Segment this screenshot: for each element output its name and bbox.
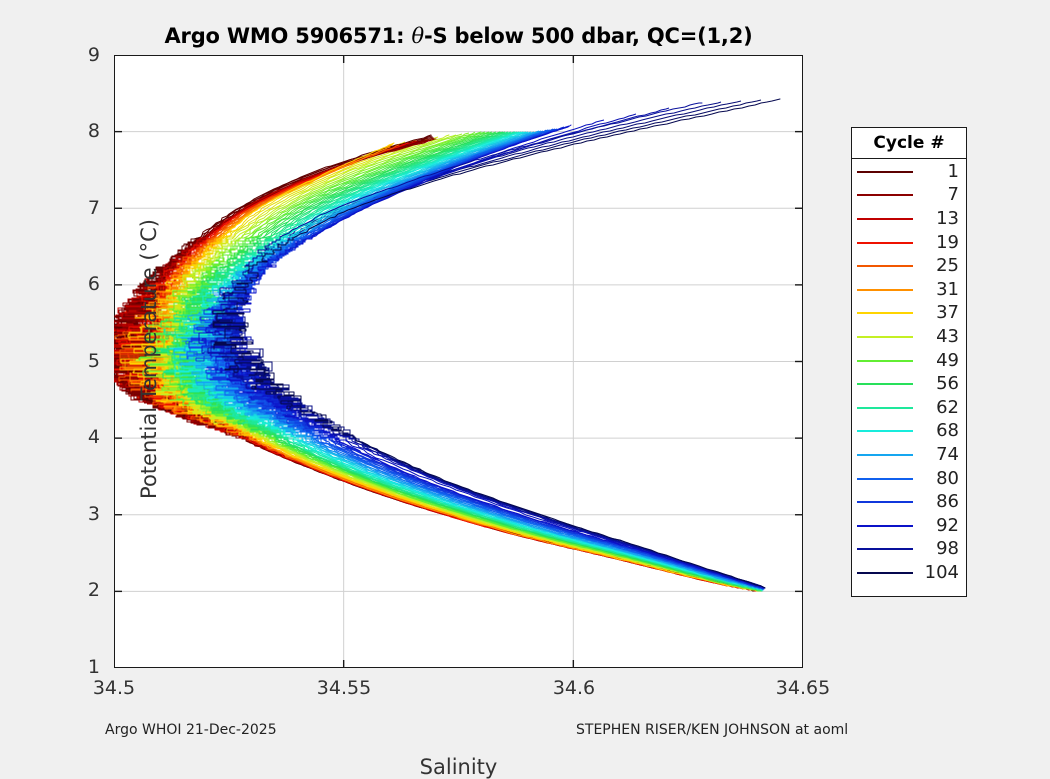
legend-color-swatch xyxy=(857,477,913,480)
xtick-34-65: 34.65 xyxy=(775,677,831,699)
legend-item-cycle-86[interactable]: 86 xyxy=(852,490,966,514)
ytick-5: 5 xyxy=(87,350,100,372)
legend-color-swatch xyxy=(857,312,913,315)
legend-color-swatch xyxy=(857,288,913,291)
ytick-2: 2 xyxy=(87,579,100,601)
legend-items: 1 7 13 19 25 31 37 43 49 56 62 68 74 80 86 92 98 104 xyxy=(852,159,966,585)
xtick-34-55: 34.55 xyxy=(316,677,372,699)
legend-item-cycle-13[interactable]: 13 xyxy=(852,207,966,231)
axis-ticks xyxy=(114,55,803,668)
profile-line xyxy=(138,131,762,592)
legend-item-cycle-74[interactable]: 74 xyxy=(852,443,966,467)
legend-label: 25 xyxy=(936,255,959,277)
profile-line xyxy=(114,144,760,592)
theta-symbol: θ xyxy=(411,24,424,48)
legend-color-swatch xyxy=(857,359,913,362)
legend-label: 92 xyxy=(936,514,959,536)
legend-color-swatch xyxy=(857,265,913,268)
legend-item-cycle-62[interactable]: 62 xyxy=(852,396,966,420)
profile-line xyxy=(183,130,764,591)
xtick-34-60: 34.6 xyxy=(552,677,596,699)
legend-label: 37 xyxy=(936,302,959,324)
plot-axes: 9 8 7 6 5 4 3 2 1 34.5 34.55 34.6 34.65 … xyxy=(88,46,830,779)
legend-item-cycle-98[interactable]: 98 xyxy=(852,538,966,562)
profile-line xyxy=(188,128,765,590)
legend-color-swatch xyxy=(857,571,913,574)
ytick-8: 8 xyxy=(87,120,100,142)
profile-curves xyxy=(114,98,781,592)
legend-color-swatch xyxy=(857,406,913,409)
legend-item-cycle-25[interactable]: 25 xyxy=(852,254,966,278)
profile-line xyxy=(212,98,781,589)
legend-title: Cycle # xyxy=(852,128,966,159)
legend-color-swatch xyxy=(857,194,913,197)
legend-item-cycle-68[interactable]: 68 xyxy=(852,420,966,444)
legend-item-cycle-104[interactable]: 104 xyxy=(852,561,966,585)
theta-s-scatter-lines xyxy=(114,55,803,668)
legend-label: 7 xyxy=(947,184,959,206)
ytick-7: 7 xyxy=(87,197,100,219)
profile-line xyxy=(198,124,765,589)
legend-item-cycle-43[interactable]: 43 xyxy=(852,325,966,349)
legend-color-swatch xyxy=(857,501,913,504)
ytick-6: 6 xyxy=(87,273,100,295)
legend-label: 74 xyxy=(936,443,959,465)
legend-item-cycle-49[interactable]: 49 xyxy=(852,349,966,373)
legend-color-swatch xyxy=(857,170,913,173)
y-axis-label: Potential Temperature (°C) xyxy=(137,219,161,499)
legend-label: 31 xyxy=(936,278,959,300)
legend-color-swatch xyxy=(857,453,913,456)
legend-color-swatch xyxy=(857,335,913,338)
page-title: Argo WMO 5906571: θ-S below 500 dbar, QC… xyxy=(114,24,803,48)
profile-line xyxy=(150,131,763,592)
ytick-1: 1 xyxy=(87,656,100,678)
legend-item-cycle-7[interactable]: 7 xyxy=(852,184,966,208)
legend-label: 49 xyxy=(936,349,959,371)
x-axis-label: Salinity xyxy=(419,755,498,779)
footer-right-text: STEPHEN RISER/KEN JOHNSON at aoml xyxy=(576,722,849,738)
legend-label: 98 xyxy=(936,538,959,560)
footer-left-text: Argo WHOI 21-Dec-2025 xyxy=(105,722,277,738)
title-prefix: Argo WMO 5906571: xyxy=(164,24,412,48)
legend-label: 104 xyxy=(924,561,959,583)
legend-label: 86 xyxy=(936,491,959,513)
profile-line xyxy=(135,134,762,592)
legend-label: 13 xyxy=(936,207,959,229)
legend-item-cycle-92[interactable]: 92 xyxy=(852,514,966,538)
profile-line xyxy=(120,142,761,592)
gridlines xyxy=(114,55,803,668)
legend-item-cycle-31[interactable]: 31 xyxy=(852,278,966,302)
legend-color-swatch xyxy=(857,241,913,244)
legend-color-swatch xyxy=(857,524,913,527)
legend-color-swatch xyxy=(857,383,913,386)
legend-item-cycle-56[interactable]: 56 xyxy=(852,372,966,396)
legend-label: 62 xyxy=(936,396,959,418)
ytick-3: 3 xyxy=(87,503,100,525)
legend-label: 68 xyxy=(936,420,959,442)
legend-label: 1 xyxy=(947,160,959,182)
legend-item-cycle-1[interactable]: 1 xyxy=(852,160,966,184)
legend-label: 56 xyxy=(936,373,959,395)
xtick-34-50: 34.5 xyxy=(92,677,136,699)
legend-box: Cycle # 1 7 13 19 25 31 37 43 49 56 62 68 74 80 86 92 98… xyxy=(851,127,967,597)
legend-label: 43 xyxy=(936,325,959,347)
argo-theta-s-figure: Argo WMO 5906571: θ-S below 500 dbar, QC… xyxy=(88,24,967,779)
legend-color-swatch xyxy=(857,430,913,433)
legend-color-swatch xyxy=(857,217,913,220)
legend-label: 80 xyxy=(936,467,959,489)
legend-item-cycle-80[interactable]: 80 xyxy=(852,467,966,491)
ytick-4: 4 xyxy=(87,426,100,448)
ytick-9: 9 xyxy=(87,44,100,66)
legend-item-cycle-37[interactable]: 37 xyxy=(852,302,966,326)
legend-item-cycle-19[interactable]: 19 xyxy=(852,231,966,255)
legend-color-swatch xyxy=(857,548,913,551)
title-suffix: -S below 500 dbar, QC=(1,2) xyxy=(423,24,753,48)
legend-label: 19 xyxy=(936,231,959,253)
